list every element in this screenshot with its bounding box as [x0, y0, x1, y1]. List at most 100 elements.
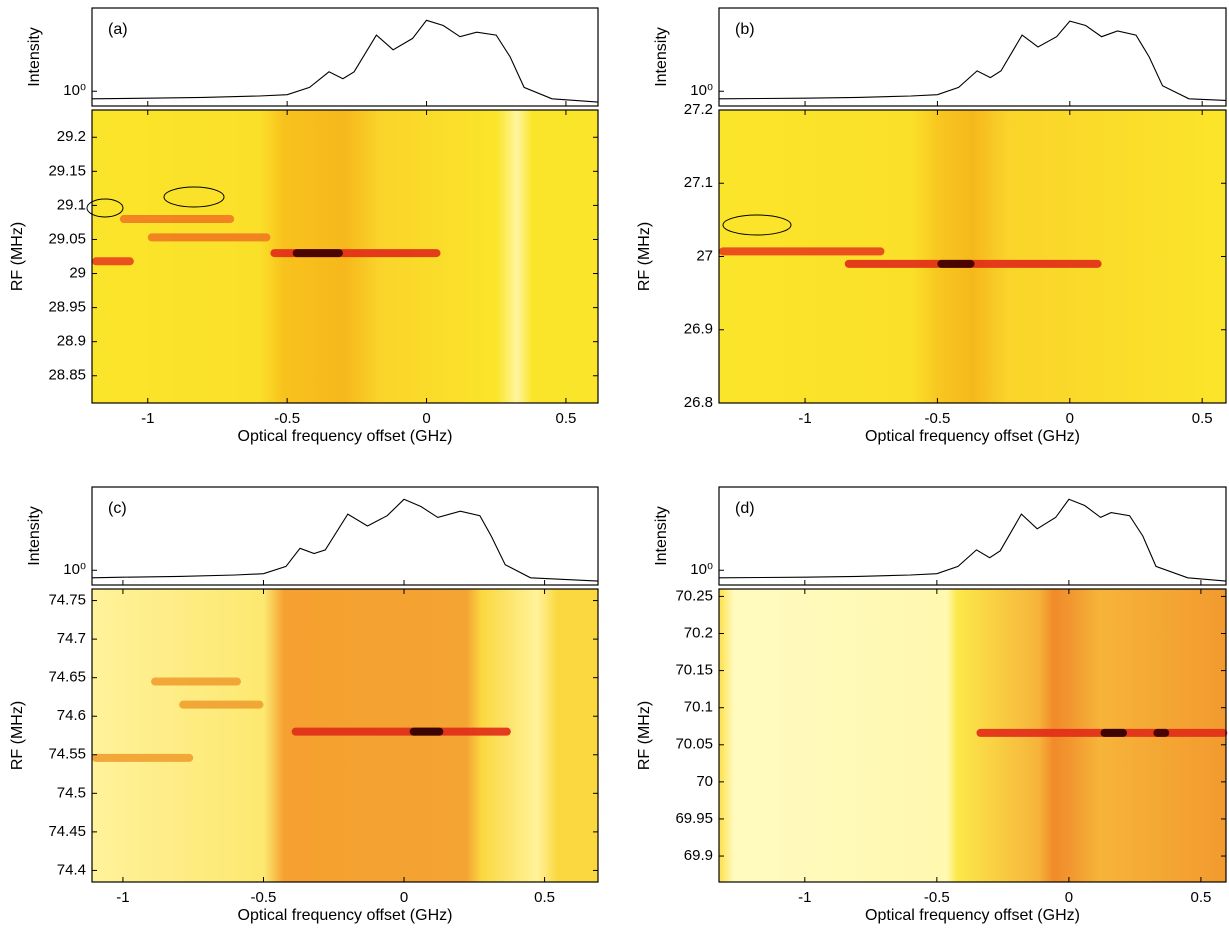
streak: [92, 257, 134, 266]
panel-label: (d): [735, 500, 755, 517]
axes-frame: [718, 486, 1227, 586]
annotation-ellipse: [722, 214, 792, 236]
x-tick-label: 0.5: [534, 889, 555, 906]
x-tick-label: -1: [141, 410, 154, 427]
panel-label: (a): [108, 21, 128, 38]
x-tick-label: 0.5: [1190, 889, 1211, 906]
axes-frame: [91, 109, 599, 404]
y-tick-label: 29.05: [48, 230, 86, 247]
y-tick-label: 74.7: [57, 630, 86, 647]
y-tick-label: 70.25: [675, 587, 713, 604]
intensity-line: [718, 498, 1227, 582]
y-tick-label: 70.15: [675, 662, 713, 679]
y-tick-label: 29: [69, 265, 86, 282]
y-tick-label: 27.2: [684, 101, 713, 118]
y-tick-label: 70.2: [684, 624, 713, 641]
y-tick-label: 74.45: [48, 823, 86, 840]
axes-frame: [91, 7, 599, 107]
y-tick-label: 74.5: [57, 784, 86, 801]
streak: [151, 677, 241, 686]
x-tick-label: -0.5: [274, 410, 300, 427]
y-tick-label: 26.9: [684, 321, 713, 338]
y-axis-label: RF (MHz): [9, 222, 26, 291]
annotation-ellipse: [163, 186, 225, 208]
annotations: [86, 186, 792, 236]
x-tick-label: 0: [422, 410, 430, 427]
plots: 10⁰ (a) Intensity -1 -0.5 0 0.5 28.85 28.9 28.95 2…: [9, 7, 1228, 924]
x-tick-label: 0.5: [1192, 410, 1213, 427]
y-tick-label: 74.4: [57, 861, 86, 878]
plot-area: [719, 487, 1226, 585]
x-tick-label: -0.5: [251, 889, 277, 906]
axes-frame: [91, 486, 599, 586]
x-axis-label: Optical frequency offset (GHz): [865, 907, 1080, 924]
x-tick-label: 0: [1066, 410, 1074, 427]
plot-area: [92, 8, 598, 106]
streak: [119, 215, 235, 224]
streak: [409, 727, 444, 736]
streak: [937, 259, 975, 268]
y-tick-label: 69.95: [675, 810, 713, 827]
x-tick-label: 0: [1065, 889, 1073, 906]
streak: [92, 753, 194, 762]
x-tick-label: -1: [798, 410, 811, 427]
axes-frame: [91, 588, 599, 883]
y-axis-label: Intensity: [653, 27, 670, 87]
plot-area: [719, 8, 1226, 106]
y-tick-label: 26.8: [684, 394, 713, 411]
intensity-line: [91, 498, 599, 582]
streak: [291, 727, 511, 736]
y-tick-label: 28.9: [57, 333, 86, 350]
y-tick-label: 10⁰: [690, 561, 713, 578]
y-tick-label: 10⁰: [63, 82, 86, 99]
y-tick-label: 28.85: [48, 367, 86, 384]
y-tick-label: 70.1: [684, 699, 713, 716]
intensity-line: [91, 19, 599, 103]
y-tick-label: 29.2: [57, 128, 86, 145]
axes-frame: [718, 588, 1227, 883]
y-tick-label: 74.65: [48, 669, 86, 686]
x-axis-label: Optical frequency offset (GHz): [238, 907, 453, 924]
panel-label: (c): [108, 500, 127, 517]
x-tick-label: 0.5: [556, 410, 577, 427]
annotation-ellipse: [86, 198, 124, 218]
y-tick-label: 70: [696, 773, 713, 790]
intensity-line: [718, 20, 1227, 101]
y-tick-label: 29.15: [48, 162, 86, 179]
y-tick-label: 10⁰: [690, 82, 713, 99]
axes-frame: [718, 7, 1227, 107]
x-tick-label: -0.5: [924, 889, 950, 906]
y-axis-label: Intensity: [26, 27, 43, 87]
x-axis-label: Optical frequency offset (GHz): [238, 428, 453, 445]
x-tick-label: -1: [116, 889, 129, 906]
panel-label: (b): [735, 21, 755, 38]
streak: [1100, 728, 1127, 737]
x-tick-label: -0.5: [924, 410, 950, 427]
y-tick-label: 74.6: [57, 707, 86, 724]
axes-frame: [718, 109, 1227, 404]
y-axis-label: Intensity: [653, 506, 670, 566]
y-tick-label: 74.75: [48, 592, 86, 609]
x-axis-label: Optical frequency offset (GHz): [865, 428, 1080, 445]
streak: [147, 233, 271, 242]
streak: [719, 247, 885, 256]
y-axis-label: RF (MHz): [9, 701, 26, 770]
y-tick-label: 69.9: [684, 847, 713, 864]
plot-area: [92, 487, 598, 585]
y-tick-label: 27.1: [684, 174, 713, 191]
y-tick-label: 74.55: [48, 746, 86, 763]
spectrogram-background: [719, 110, 1226, 403]
y-axis-label: RF (MHz): [636, 701, 653, 770]
streak: [179, 700, 264, 709]
x-tick-label: -1: [798, 889, 811, 906]
streak: [1153, 728, 1170, 737]
y-tick-label: 10⁰: [63, 561, 86, 578]
y-tick-label: 27: [696, 247, 713, 264]
x-tick-label: 0: [400, 889, 408, 906]
y-tick-label: 70.05: [675, 736, 713, 753]
y-axis-label: RF (MHz): [636, 222, 653, 291]
y-tick-label: 28.95: [48, 299, 86, 316]
streak: [292, 249, 343, 258]
y-tick-label: 29.1: [57, 196, 86, 213]
